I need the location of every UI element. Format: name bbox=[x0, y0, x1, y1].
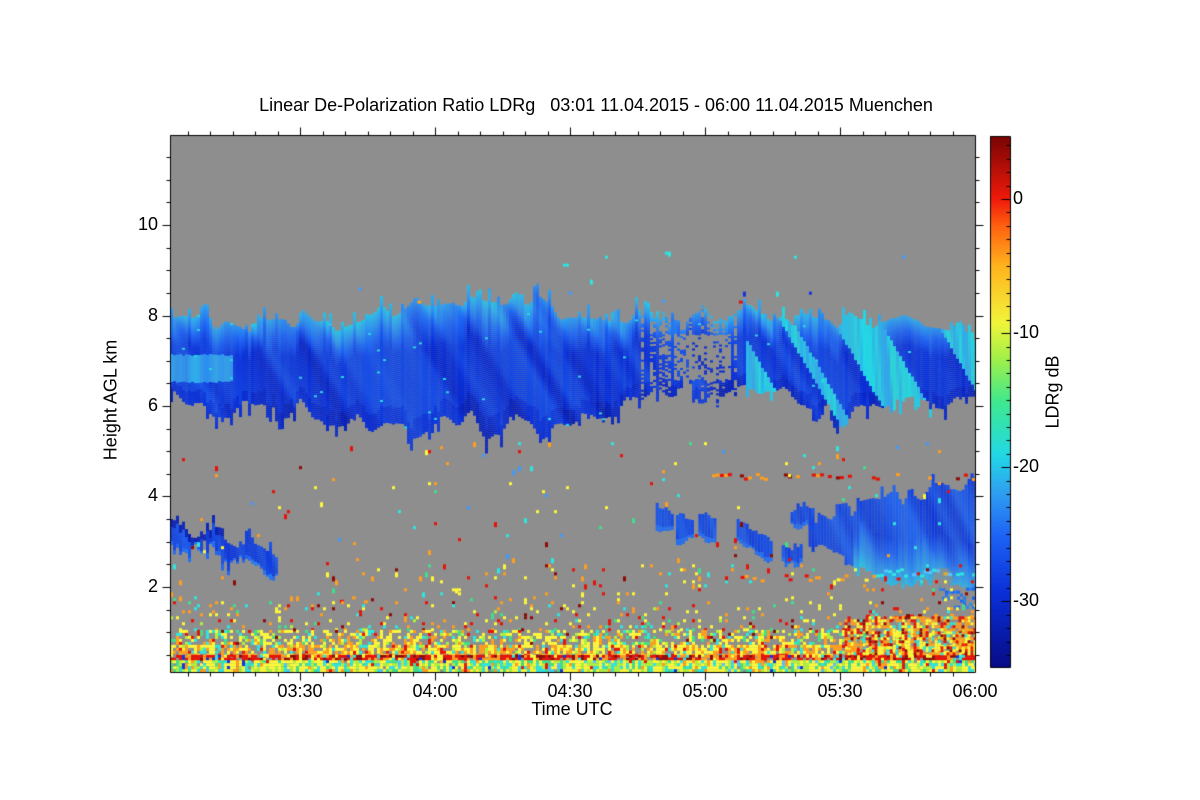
y-tick-label-4km: 4 bbox=[147, 485, 158, 505]
x-tick-label-0400utc: 04:00 bbox=[412, 681, 458, 701]
y-tick-label-8km: 8 bbox=[147, 305, 158, 325]
y-tick-label-10km: 10 bbox=[137, 214, 158, 234]
chart-title: Linear De-Polarization Ratio LDRg 03:01 … bbox=[259, 95, 933, 115]
x-tick-label-0330utc: 03:30 bbox=[277, 681, 323, 701]
colorbar-label: LDRg dB bbox=[1042, 355, 1063, 429]
y-tick-label-2km: 2 bbox=[147, 576, 158, 596]
colorbar-tick-label--20db: -20 bbox=[1013, 456, 1040, 476]
y-tick-label-6km: 6 bbox=[147, 395, 158, 415]
x-tick-label-0430utc: 04:30 bbox=[547, 681, 593, 701]
x-tick-label-0500utc: 05:00 bbox=[682, 681, 728, 701]
x-tick-label-0530utc: 05:30 bbox=[817, 681, 863, 701]
colorbar-tick-label-0db: 0 bbox=[1013, 188, 1024, 208]
colorbar-tick-label--10db: -10 bbox=[1013, 322, 1040, 342]
x-axis-label: Time UTC bbox=[531, 699, 613, 719]
x-tick-label-0600utc: 06:00 bbox=[952, 681, 998, 701]
colorbar-tick-label--30db: -30 bbox=[1013, 590, 1040, 610]
